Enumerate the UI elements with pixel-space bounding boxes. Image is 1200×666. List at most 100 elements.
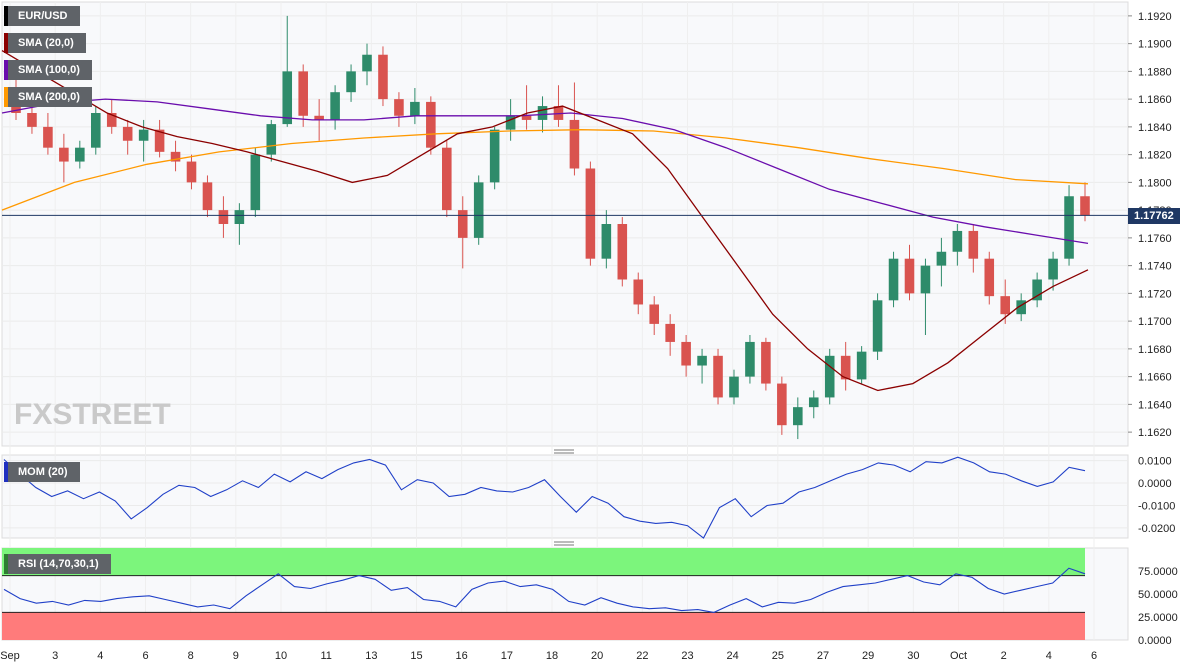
price-tick-label: 1.1660 <box>1138 372 1172 384</box>
candle-body <box>266 124 277 155</box>
momentum-resize-handle[interactable] <box>554 541 574 546</box>
time-tick-label: 6 <box>1091 650 1097 662</box>
candle-body <box>394 99 404 116</box>
candle-body <box>1032 279 1042 301</box>
candle-body <box>330 92 340 120</box>
time-tick-label: 11 <box>320 650 331 662</box>
rsi-tick-label: 75.0000 <box>1138 566 1178 578</box>
fxstreet-watermark: FXSTREET <box>14 398 171 431</box>
candle <box>1000 279 1011 324</box>
price-tick-label: 1.1700 <box>1138 316 1172 328</box>
candle-body <box>426 101 436 148</box>
time-tick-label: 16 <box>456 650 468 662</box>
candle <box>1064 185 1074 266</box>
candle-body <box>154 129 165 152</box>
candle <box>298 64 308 127</box>
candle-body <box>984 258 995 297</box>
legend-momentum[interactable]: MOM (20) <box>4 462 80 482</box>
sma200-line <box>1 129 1089 211</box>
time-tick-label: 4 <box>97 650 103 662</box>
time-tick-label: 25 <box>772 650 784 662</box>
candle <box>410 88 420 125</box>
candle-body <box>761 341 771 384</box>
candle-body <box>1080 196 1090 216</box>
candle-body <box>840 355 851 380</box>
candle <box>617 217 628 287</box>
candle <box>856 346 867 384</box>
sma100-line <box>1 98 1089 245</box>
candle-body <box>505 115 516 130</box>
candle-body <box>952 230 963 252</box>
price-tick-label: 1.1620 <box>1138 427 1172 439</box>
momentum-tick-label: 0.0100 <box>1138 456 1172 468</box>
candle <box>840 341 851 391</box>
price-tick-label: 1.1680 <box>1138 344 1172 356</box>
legend-sma20[interactable]: SMA (20,0) <box>4 33 86 53</box>
candle <box>1048 251 1058 291</box>
candle-body <box>888 258 899 301</box>
momentum-tick-label: -0.0200 <box>1138 523 1175 535</box>
candle-body <box>936 251 947 266</box>
candle-body <box>872 300 883 352</box>
candle-body <box>410 101 420 116</box>
time-tick-label: 24 <box>727 650 739 662</box>
candle <box>250 147 261 218</box>
candle <box>777 376 787 435</box>
candle <box>633 272 644 315</box>
candle <box>904 244 915 301</box>
candle-body <box>1064 196 1074 259</box>
candle-body <box>777 383 787 426</box>
candle-body <box>442 147 452 211</box>
candle <box>234 203 245 245</box>
candle <box>170 140 181 172</box>
time-tick-label: Sep <box>0 650 20 662</box>
candle-body <box>920 265 931 294</box>
rsi-tick-label: 25.0000 <box>1138 612 1178 624</box>
candle-body <box>601 224 612 259</box>
candle <box>569 82 580 176</box>
candle <box>378 46 388 107</box>
legend-symbol[interactable]: EUR/USD <box>4 6 80 26</box>
candle <box>952 224 963 266</box>
candle <box>745 335 755 384</box>
candle <box>553 85 564 127</box>
candle <box>872 293 883 360</box>
price-tick-label: 1.1920 <box>1138 11 1172 23</box>
candle-body <box>43 126 53 148</box>
candle <box>1080 182 1090 222</box>
legend-rsi[interactable]: RSI (14,70,30,1) <box>4 554 111 574</box>
candle <box>106 99 117 134</box>
candle <box>426 96 436 155</box>
candle <box>346 64 356 102</box>
price-tick-label: 1.1840 <box>1138 122 1172 134</box>
candle <box>713 348 723 405</box>
main-resize-handle[interactable] <box>554 449 574 454</box>
candle <box>154 119 165 158</box>
momentum-line <box>3 456 1086 539</box>
candle-body <box>457 210 468 238</box>
rsi-oversold-zone <box>2 612 1085 640</box>
momentum-tick-label: 0.0000 <box>1138 478 1172 490</box>
candle <box>457 196 468 269</box>
time-tick-label: 30 <box>907 650 919 662</box>
time-tick-label: 29 <box>862 650 874 662</box>
time-tick-label: 4 <box>1046 650 1052 662</box>
legend-sma100[interactable]: SMA (100,0) <box>4 60 92 80</box>
candle-body <box>346 71 356 93</box>
price-tick-label: 1.1720 <box>1138 288 1172 300</box>
price-tick-label: 1.1800 <box>1138 177 1172 189</box>
candle-body <box>665 323 675 342</box>
price-tick-label: 1.1880 <box>1138 66 1172 78</box>
candle-body <box>537 106 548 120</box>
rsi-line <box>3 567 1086 613</box>
legend-sma200[interactable]: SMA (200,0) <box>4 87 92 107</box>
price-tick-label: 1.1640 <box>1138 399 1172 411</box>
candle <box>936 237 947 287</box>
candle <box>697 348 707 384</box>
candle-body <box>59 147 69 162</box>
candle-body <box>298 71 308 116</box>
candle-body <box>569 119 580 169</box>
candle <box>808 390 819 419</box>
candle <box>122 119 133 155</box>
